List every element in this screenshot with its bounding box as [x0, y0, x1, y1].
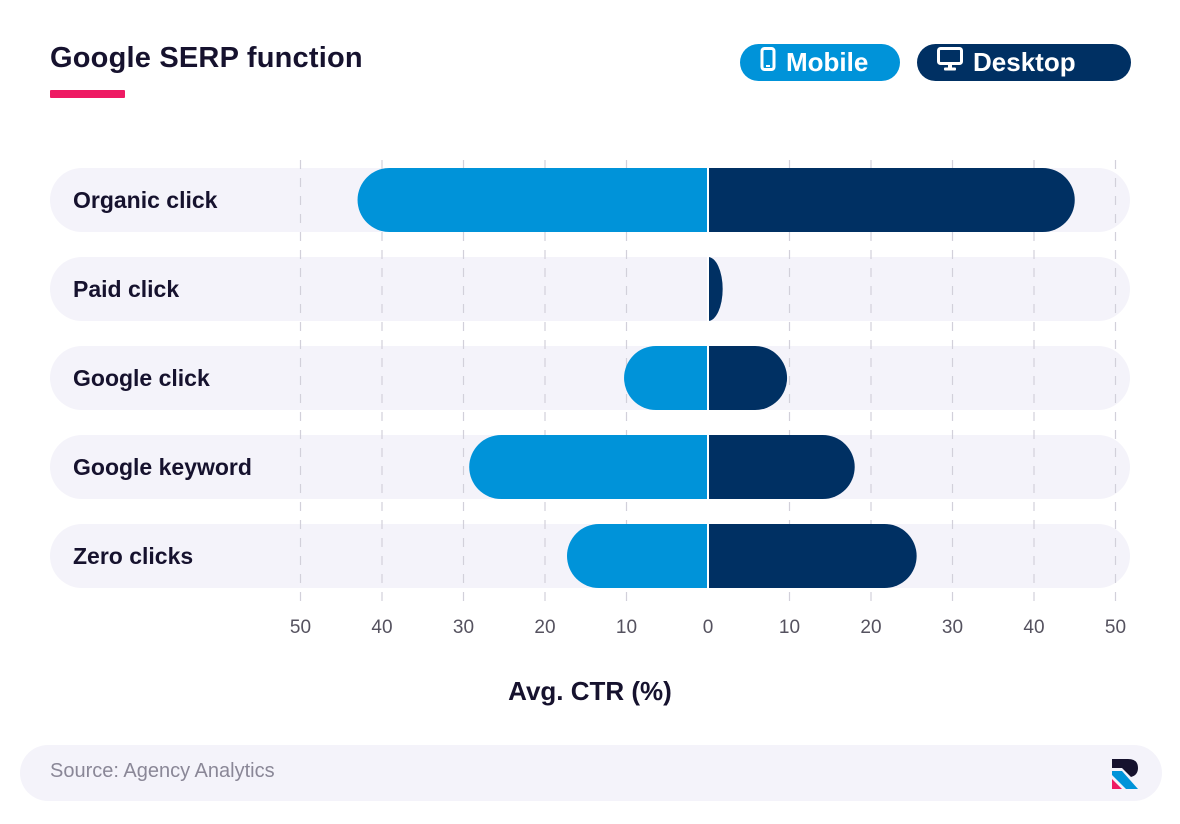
bar-mobile	[624, 346, 708, 410]
tick-label: 50	[290, 617, 311, 638]
bar-desktop	[708, 168, 1075, 232]
bar-mobile	[567, 524, 708, 588]
legend-mobile: Mobile	[740, 44, 900, 81]
category-label: Zero clicks	[73, 543, 193, 569]
tick-label: 30	[453, 617, 474, 638]
bar-desktop	[708, 257, 723, 321]
bar-desktop	[708, 435, 855, 499]
bar-mobile	[357, 168, 708, 232]
tick-label: 10	[779, 617, 800, 638]
row-background	[50, 257, 1130, 321]
legend-mobile-label: Mobile	[786, 47, 869, 77]
source-text: Source: Agency Analytics	[50, 760, 275, 782]
source-bar	[20, 745, 1162, 801]
smartphone-icon	[760, 47, 776, 78]
tick-label: 50	[1105, 617, 1126, 638]
row-background	[50, 346, 1130, 410]
bar-desktop	[708, 524, 917, 588]
tick-label: 0	[703, 617, 714, 638]
chart-title: Google SERP function	[50, 42, 363, 74]
category-label: Organic click	[73, 187, 218, 213]
tick-label: 20	[534, 617, 555, 638]
category-label: Paid click	[73, 276, 179, 302]
x-axis-label: Avg. CTR (%)	[508, 676, 672, 706]
category-label: Google click	[73, 365, 210, 391]
category-label: Google keyword	[73, 454, 252, 480]
bar-mobile	[469, 435, 708, 499]
agency-analytics-logo-icon	[1110, 757, 1142, 796]
tick-label: 10	[616, 617, 637, 638]
tick-label: 20	[860, 617, 881, 638]
legend-desktop-label: Desktop	[973, 47, 1076, 77]
monitor-icon	[937, 47, 963, 78]
title-underline	[50, 90, 125, 98]
tick-label: 40	[1023, 617, 1044, 638]
legend-desktop: Desktop	[917, 44, 1131, 81]
bar-desktop	[708, 346, 788, 410]
tick-label: 30	[942, 617, 963, 638]
diverging-bar-chart: Organic click Paid click Google click Googl…	[50, 160, 1130, 706]
tick-label: 40	[371, 617, 392, 638]
